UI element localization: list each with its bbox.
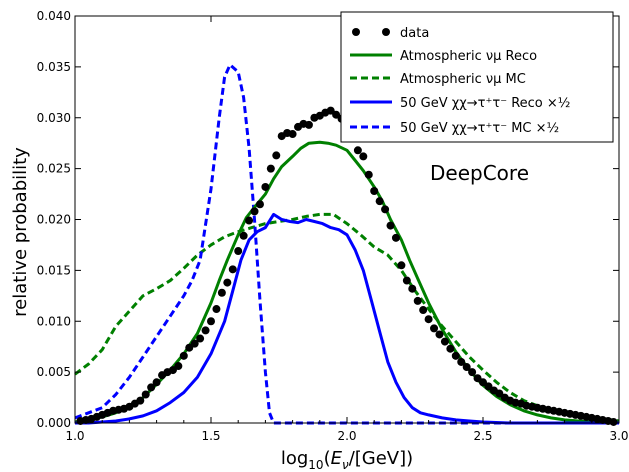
y-tick-label: 0.020 [37, 213, 71, 227]
data-point [223, 278, 232, 287]
data-point [239, 231, 248, 240]
legend-label: 50 GeV χχ→τ⁺τ⁻ Reco ×½ [400, 96, 570, 111]
y-tick-label: 0.015 [37, 263, 71, 277]
x-tick-label: 1.0 [65, 429, 84, 443]
data-point [430, 324, 439, 333]
y-tick-label: 0.030 [37, 111, 71, 125]
series-line-4 [74, 63, 619, 425]
y-tick-label: 0.025 [37, 162, 71, 176]
data-point [266, 164, 275, 173]
data-point [435, 330, 444, 339]
data-point [272, 151, 281, 160]
x-axis-title: log10(Eν/[GeV]) [281, 448, 413, 472]
data-point [136, 396, 145, 405]
y-tick-label: 0.040 [37, 9, 71, 23]
data-point [147, 383, 156, 392]
data-point [359, 152, 368, 161]
data-point [413, 296, 422, 305]
legend: data Atmospheric νμ Reco Atmospheric νμ MC… [340, 11, 614, 143]
series-line-3 [75, 212, 619, 425]
x-tick-label: 2.5 [473, 429, 492, 443]
deepcore-annotation: DeepCore [430, 161, 529, 185]
data-point [168, 366, 177, 375]
plot-area: 1.0 1.5 2.0 2.5 3.0 0.000 0.005 0.010 0.015 0.020… [37, 9, 629, 443]
data-point [364, 170, 373, 179]
data-point [152, 378, 161, 387]
data-point [228, 265, 237, 274]
data-point [457, 357, 466, 366]
legend-entry: data [352, 26, 429, 41]
legend-entries: data Atmospheric νμ Reco Atmospheric νμ MC… [350, 26, 570, 136]
data-point [190, 339, 199, 348]
data-point [391, 233, 400, 242]
data-point [212, 305, 221, 314]
legend-label: data [400, 26, 429, 41]
data-point [217, 288, 226, 297]
data-point [440, 337, 449, 346]
series-layer [74, 63, 620, 426]
data-point [250, 207, 259, 216]
data-point [332, 110, 341, 119]
data-point [609, 417, 618, 426]
data-point [446, 344, 455, 353]
data-point [201, 326, 210, 335]
series-line-2 [74, 212, 620, 423]
y-tick-label: 0.000 [37, 416, 71, 430]
data-point [386, 221, 395, 230]
y-tick-label: 0.035 [37, 60, 71, 74]
legend-entry: Atmospheric νμ MC [350, 72, 526, 87]
data-point [381, 205, 390, 214]
data-point [419, 306, 428, 315]
legend-marker [382, 28, 390, 36]
legend-entry: Atmospheric νμ Reco [350, 49, 537, 64]
ticks-layer: 1.0 1.5 2.0 2.5 3.0 0.000 0.005 0.010 0.015 0.020… [37, 9, 629, 443]
data-point [353, 146, 362, 155]
y-tick-label: 0.005 [37, 365, 71, 379]
data-point [326, 106, 335, 115]
legend-label: 50 GeV χχ→τ⁺τ⁻ MC ×½ [400, 121, 559, 136]
legend-entry: 50 GeV χχ→τ⁺τ⁻ MC ×½ [350, 121, 559, 136]
data-point [261, 182, 270, 191]
data-point [234, 247, 243, 256]
x-tick-label: 3.0 [609, 429, 628, 443]
data-point [468, 368, 477, 377]
data-point [495, 389, 504, 398]
data-point [304, 120, 313, 129]
data-point [402, 276, 411, 285]
y-axis-title: relative probability [10, 147, 31, 317]
data-points [76, 106, 618, 426]
legend-marker [352, 28, 360, 36]
data-point [288, 130, 297, 139]
data-point [479, 378, 487, 387]
data-point [473, 374, 482, 383]
data-point [174, 362, 183, 371]
data-point [179, 351, 188, 360]
data-point [245, 216, 254, 225]
data-point [451, 351, 460, 360]
data-point [141, 390, 150, 399]
data-point [424, 315, 433, 324]
legend-label: Atmospheric νμ Reco [400, 49, 537, 64]
data-point [185, 343, 194, 352]
data-point [408, 284, 417, 293]
legend-label: Atmospheric νμ MC [400, 72, 526, 87]
data-point [462, 363, 471, 372]
data-point [370, 187, 379, 196]
x-tick-label: 1.5 [201, 429, 220, 443]
data-point [207, 317, 215, 326]
data-point [196, 334, 205, 343]
data-point [397, 261, 406, 270]
y-tick-label: 0.010 [37, 314, 71, 328]
x-tick-label: 2.0 [337, 429, 356, 443]
data-point [255, 200, 264, 209]
svg-text:log10(Eν/[GeV]): log10(Eν/[GeV]) [281, 448, 413, 472]
data-point [375, 197, 384, 206]
legend-entry: 50 GeV χχ→τ⁺τ⁻ Reco ×½ [350, 96, 570, 111]
data-point [484, 382, 493, 391]
